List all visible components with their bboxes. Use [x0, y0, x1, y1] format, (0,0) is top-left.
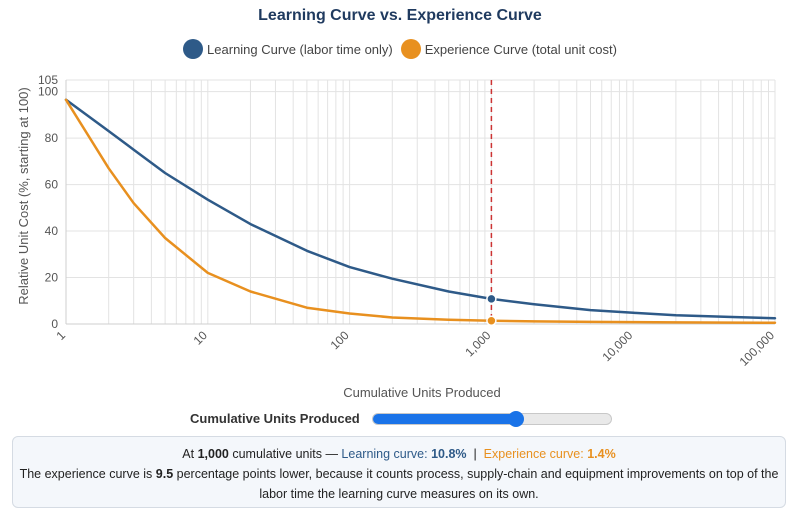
info-separator: | — [466, 447, 484, 461]
slider-thumb[interactable] — [507, 410, 524, 427]
learning-curve-marker-point — [486, 293, 497, 305]
y-tick-label: 40 — [45, 224, 59, 238]
info-diff-value: 9.5 — [155, 467, 174, 481]
info-lc-value: 10.8% — [431, 447, 467, 461]
chart-title: Learning Curve vs. Experience Curve — [258, 7, 542, 24]
y-tick-label: 80 — [45, 131, 59, 145]
info-ec-label: Experience curve: — [483, 447, 588, 461]
legend-item-experience[interactable]: Experience Curve (total unit cost) — [400, 39, 617, 59]
legend-swatch-experience — [400, 39, 421, 59]
units-slider[interactable] — [371, 410, 612, 427]
info-line-2: The experience curve is 9.5 percentage p… — [13, 464, 785, 504]
legend: Learning Curve (labor time only) Experie… — [0, 39, 800, 59]
legend-label-experience: Experience Curve (total unit cost) — [424, 41, 617, 57]
slider-fill — [372, 413, 516, 424]
units-slider-row: Cumulative Units Produced — [190, 410, 620, 427]
y-tick-label: 0 — [51, 317, 58, 331]
axes — [65, 80, 775, 325]
info-lc-label: Learning curve: — [341, 447, 432, 461]
learning-curve-line — [64, 98, 777, 320]
x-tick-label: 10 — [191, 328, 211, 348]
x-axis-title: Cumulative Units Produced — [343, 385, 501, 400]
experience-curve-marker-point — [486, 315, 497, 326]
x-tick-label: 10,000 — [599, 328, 635, 364]
marker-layer — [486, 80, 497, 326]
x-tick-label: 100 — [328, 328, 352, 352]
legend-item-learning[interactable]: Learning Curve (labor time only) — [183, 39, 393, 59]
y-tick-label: 105 — [38, 73, 58, 87]
x-tick-label: 1 — [53, 328, 68, 343]
grid-lines — [65, 79, 776, 325]
legend-label-learning: Learning Curve (labor time only) — [207, 41, 393, 57]
series-lines — [64, 98, 777, 325]
info-ec-value: 1.4% — [587, 447, 616, 461]
info-prefix: At — [182, 447, 198, 461]
experience-curve-line — [64, 98, 777, 325]
y-tick-label: 100 — [38, 85, 58, 99]
y-tick-label: 20 — [45, 271, 59, 285]
x-tick-label: 1,000 — [462, 328, 493, 359]
y-axis-title: Relative Unit Cost (%, starting at 100) — [16, 87, 31, 304]
info-line-1: At 1,000 cumulative units — Learning cur… — [13, 444, 785, 464]
legend-swatch-learning — [183, 39, 204, 59]
info-units-suffix: cumulative units — — [228, 447, 342, 461]
info-box: At 1,000 cumulative units — Learning cur… — [12, 436, 786, 508]
info-diff-suffix: percentage points lower, because it coun… — [173, 467, 779, 501]
slider-label: Cumulative Units Produced — [190, 411, 360, 426]
info-units-value: 1,000 — [197, 447, 229, 461]
x-tick-label: 100,000 — [737, 328, 778, 369]
y-tick-label: 60 — [45, 178, 59, 192]
info-diff-prefix: The experience curve is — [19, 467, 156, 481]
